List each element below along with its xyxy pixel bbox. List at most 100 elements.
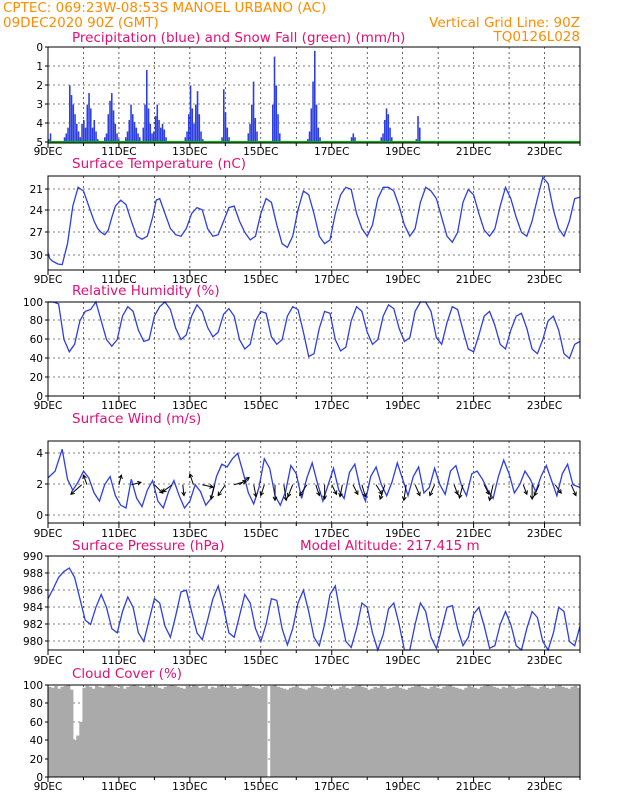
precip-bar [67,127,69,143]
wind-vector [70,484,83,495]
x-tick-label: 17DEC [314,781,349,793]
cloud-bar [288,687,293,777]
x-tick-label: 13DEC [172,781,207,793]
precip-bar [251,104,253,143]
cloud-bar [132,685,137,777]
y-tick-label: 60 [30,717,43,729]
cloud-bar [360,686,365,777]
cloud-bar [373,686,377,777]
precip-bar [419,127,421,143]
precip-bar [186,131,188,143]
cloud-bar [495,687,500,777]
wind-arrowhead [209,495,215,501]
cloud-bar [498,688,503,777]
precip-bar [277,114,279,143]
cloud-bar [517,687,521,777]
panel-title: Precipitation (blue) and Snow Fall (gree… [72,30,405,46]
wind-arrowhead [338,492,343,498]
cloud-bar [101,687,105,777]
wind-vector [533,484,540,496]
cloud-bar [185,685,190,777]
x-tick-label: 11DEC [101,781,136,793]
y-tick-label: 0 [36,510,43,522]
wind-vector [299,484,308,496]
cloud-bar [420,686,424,777]
wind-vector [131,481,142,486]
wind-vector [82,474,88,485]
y-tick-label: 30 [30,250,43,262]
x-tick-label: 21DEC [456,146,491,158]
grid-note: Vertical Grid Line: 90Z [429,15,580,31]
panel-5: Cloud Cover (%) 0 20 40 60 80 100 9DEC 11DEC 13DE… [23,666,581,793]
cloud-bar [342,685,346,777]
cloud-bar [376,687,381,777]
cloud-bar [392,686,396,777]
cloud-bar [198,687,202,777]
cloud-bar [432,685,437,777]
cloud-bar [295,685,299,777]
cloud-bar [135,685,140,777]
cloud-bar [226,687,230,777]
cloud-bar [542,685,546,777]
precip-bar [312,81,314,143]
precip-bar [91,127,94,143]
precip-bar [154,116,157,143]
wind-arrowhead [428,491,434,497]
wind-arrowhead [286,492,292,498]
cloud-bar [179,687,183,777]
wind-arrowhead [322,495,327,501]
cloud-bar [76,735,80,777]
precip-bar [279,133,281,143]
panel-1: Surface Temperature (nC) 21 24 27 30 9DEC 11DE… [30,156,581,286]
cloud-bar [216,685,221,777]
cloud-bar [69,689,74,777]
precip-bar [90,108,92,143]
cloud-bar [320,688,324,777]
precip-bar [77,131,80,143]
precip-bar [149,123,152,143]
y-tick-label: 0 [36,772,43,784]
cloud-bar [351,686,356,777]
precip-bar [156,104,159,143]
precip-bar [137,133,139,143]
cloud-bar [82,687,86,777]
cloud-bar [160,688,165,777]
cloud-bar [157,687,162,777]
cloud-bar [207,688,212,777]
cloud-bar [348,688,352,777]
cloud-bar [151,686,155,777]
precip-bar [151,133,153,143]
x-tick-label: 23DEC [527,655,562,667]
cloud-bar [404,689,409,777]
precip-bar [107,114,110,143]
precip-bar [81,123,83,143]
precip-bar [272,104,274,143]
cloud-bar [526,685,531,777]
x-tick-label: 17DEC [314,274,349,286]
wind-vector [489,484,494,501]
x-tick-label: 15DEC [243,146,278,158]
precip-bar [74,114,76,143]
x-tick-label: 23DEC [527,400,562,412]
wind-arrowhead [533,491,538,497]
wind-vector [352,484,359,495]
precip-bar [254,118,257,143]
cloud-bar [279,687,284,777]
y-tick-label: 100 [23,680,43,692]
cloud-bar [57,688,61,777]
x-tick-label: 9DEC [34,528,63,540]
y-tick-label: 80 [30,698,43,710]
precip-bar [196,91,199,143]
wind-arrowhead [416,491,421,497]
cloud-bar [445,685,449,777]
precip-bar [385,108,388,143]
cloud-bar [310,685,315,777]
cloud-bar [411,686,415,777]
precip-bar [221,137,223,143]
precip-bar [224,112,227,143]
wind-arrowhead [283,496,289,502]
cloud-bar [182,688,187,777]
cloud-bar [548,688,553,777]
precip-bar [317,127,320,143]
y-tick-label: 24 [30,205,44,217]
